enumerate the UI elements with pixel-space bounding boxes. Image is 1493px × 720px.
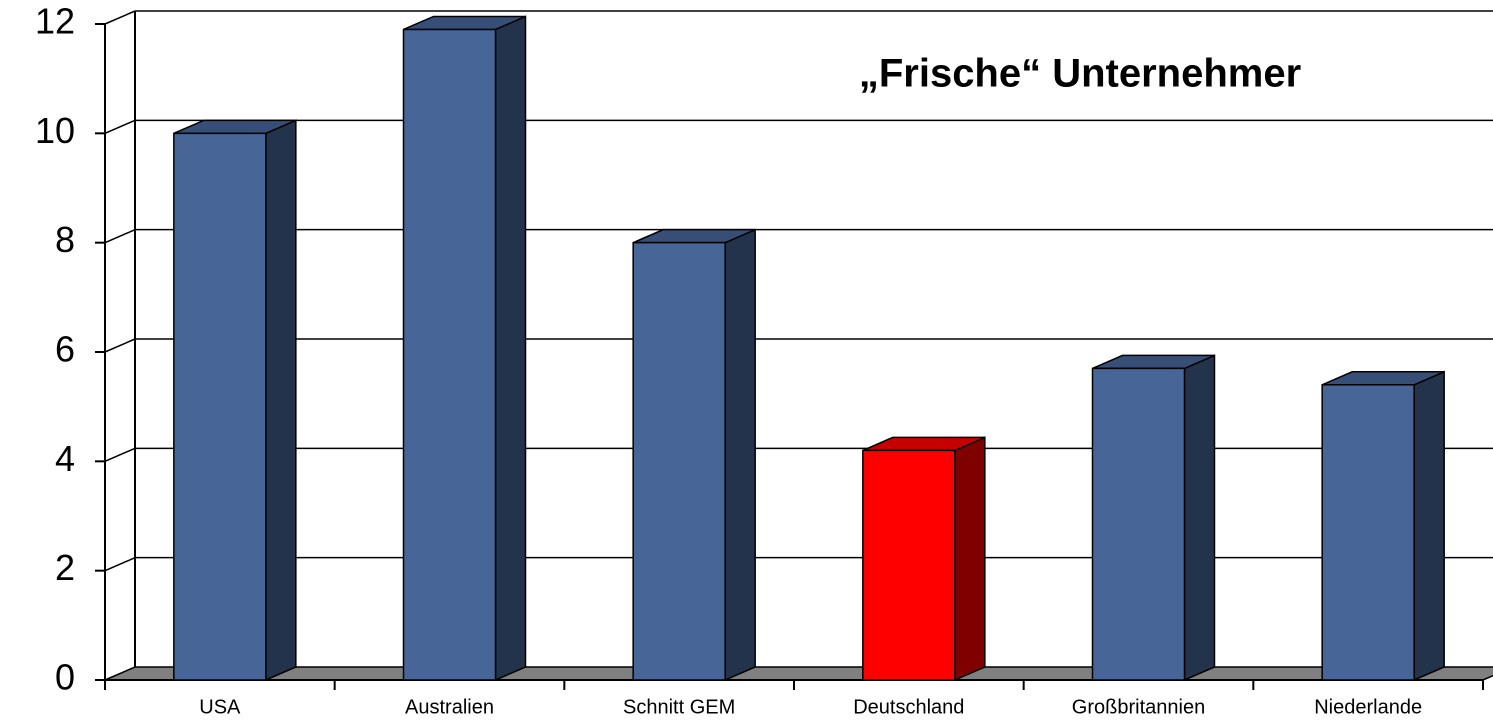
x-tick-label: USA — [199, 696, 241, 718]
bar-side — [954, 436, 986, 682]
grid-line-side — [104, 556, 136, 572]
bar — [1091, 354, 1216, 682]
floor — [104, 666, 1493, 681]
grid-line-side — [104, 10, 136, 25]
bar-side — [265, 119, 297, 682]
chart-annotation: „Frische“ Unternehmer — [859, 52, 1301, 96]
x-tick-label: Deutschland — [853, 696, 964, 718]
bar-side — [724, 228, 756, 682]
x-tick-label: Schnitt GEM — [623, 696, 735, 718]
bar-side — [494, 15, 527, 682]
bar — [632, 228, 756, 682]
y-tick-label: 6 — [55, 329, 75, 370]
bar-front — [173, 132, 267, 681]
y-tick-label: 2 — [55, 547, 75, 588]
bar-front — [862, 449, 956, 681]
bar — [862, 436, 986, 682]
grid-line-side — [104, 338, 136, 353]
bar — [1321, 370, 1445, 682]
bar-side — [1413, 370, 1445, 682]
grid-line-side — [104, 228, 136, 244]
y-tick-label: 8 — [55, 219, 75, 260]
y-tick-label: 10 — [35, 110, 75, 151]
x-tick-label: Großbritannien — [1072, 696, 1205, 718]
bar-front — [402, 28, 497, 681]
x-tick-label: Australien — [405, 696, 494, 718]
bar-front — [1091, 367, 1186, 681]
grid-line-side — [104, 119, 136, 135]
grid-line-side — [104, 447, 136, 463]
bar — [402, 15, 527, 682]
bar-front — [1321, 384, 1415, 681]
y-tick-label: 0 — [55, 657, 75, 698]
bar-side — [1183, 354, 1216, 682]
x-tick-label: Niederlande — [1314, 696, 1422, 718]
bar-front — [632, 241, 726, 681]
y-tick-label: 12 — [35, 1, 75, 42]
bar — [173, 119, 297, 682]
y-tick-label: 4 — [55, 438, 75, 479]
